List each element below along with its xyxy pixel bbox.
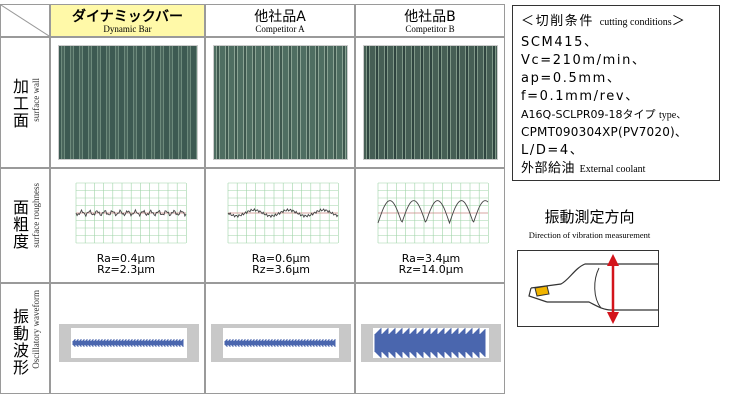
header-cell: 他社品A Competitor A — [205, 4, 355, 37]
row-ja: 振動波形 — [7, 308, 31, 376]
header-cell: 他社品B Competitor B — [355, 4, 505, 37]
conditions-box: ＜切削条件 cutting conditions＞ SCM415、 Vc=210… — [512, 5, 720, 181]
condition: L/D=4、 — [521, 143, 584, 158]
surface-image — [363, 45, 498, 160]
cell: Ra=0.6μm Rz=3.6μm — [205, 168, 355, 283]
row-ja: 加工面 — [7, 78, 31, 129]
tool-diagram — [517, 250, 659, 327]
text: 外部給油 — [521, 161, 575, 176]
row-label: 面粗度 surface roughness — [0, 168, 50, 283]
cell — [205, 283, 355, 394]
roughness-graph — [366, 173, 496, 253]
vibration-title: 振動測定方向 — [512, 206, 667, 227]
header-en: Dynamic Bar — [51, 24, 204, 34]
rz: Rz=2.3μm — [51, 264, 201, 275]
cell — [50, 283, 205, 394]
waveform — [59, 324, 199, 362]
text: ＜切削条件 — [521, 14, 594, 29]
condition: SCM415、 — [521, 35, 599, 50]
surface-image — [213, 45, 348, 160]
condition: ap=0.5mm、 — [521, 71, 622, 86]
header-en: Competitor A — [206, 24, 354, 34]
corner-cell — [0, 4, 50, 37]
page: {"header": {"columns": [ {"ja": "ダイナミックバ… — [0, 0, 729, 394]
cell — [205, 37, 355, 168]
header-ja: 他社品A — [206, 9, 354, 25]
roughness-graph — [64, 173, 194, 253]
header-en: Competitor B — [356, 24, 504, 34]
surface-image — [58, 45, 198, 160]
header-ja: ダイナミックバー — [51, 9, 204, 25]
row-en: Oscillatory waveform — [31, 290, 41, 369]
cell — [355, 37, 505, 168]
row-ja: 面粗度 — [7, 199, 31, 250]
cell: Ra=3.4μm Rz=14.0μm — [355, 168, 505, 283]
condition: CPMT090304XP(PV7020)、 — [521, 125, 687, 140]
rz: Rz=3.6μm — [206, 264, 356, 275]
conditions-title: ＜切削条件 cutting conditions＞ — [521, 14, 686, 30]
row-en: surface wall — [31, 78, 41, 122]
cell — [50, 37, 205, 168]
waveform — [211, 324, 351, 362]
condition: 外部給油 External coolant — [521, 161, 645, 177]
text: A16Q-SCLPR09-18タイプ — [521, 108, 656, 121]
condition: A16Q-SCLPR09-18タイプ type、 — [521, 107, 686, 123]
header-ja: 他社品B — [356, 9, 504, 25]
diagonal — [1, 5, 49, 36]
header-cell: ダイナミックバー Dynamic Bar — [50, 4, 205, 37]
waveform — [361, 324, 501, 362]
text: cutting conditions — [600, 17, 672, 28]
row-label: 加工面 surface wall — [0, 37, 50, 168]
row-en: surface roughness — [31, 183, 41, 248]
rz: Rz=14.0μm — [356, 264, 506, 275]
condition: Vc=210m/min、 — [521, 53, 647, 68]
roughness-graph — [216, 173, 346, 253]
vibration-subtitle: Direction of vibration measurement — [502, 230, 677, 240]
text: type、 — [659, 110, 686, 121]
text: ＞ — [672, 14, 687, 29]
cell: Ra=0.4μm Rz=2.3μm — [50, 168, 205, 283]
text: External coolant — [580, 164, 646, 175]
cell — [355, 283, 505, 394]
row-label: 振動波形 Oscillatory waveform — [0, 283, 50, 394]
condition: f=0.1mm/rev、 — [521, 89, 640, 104]
